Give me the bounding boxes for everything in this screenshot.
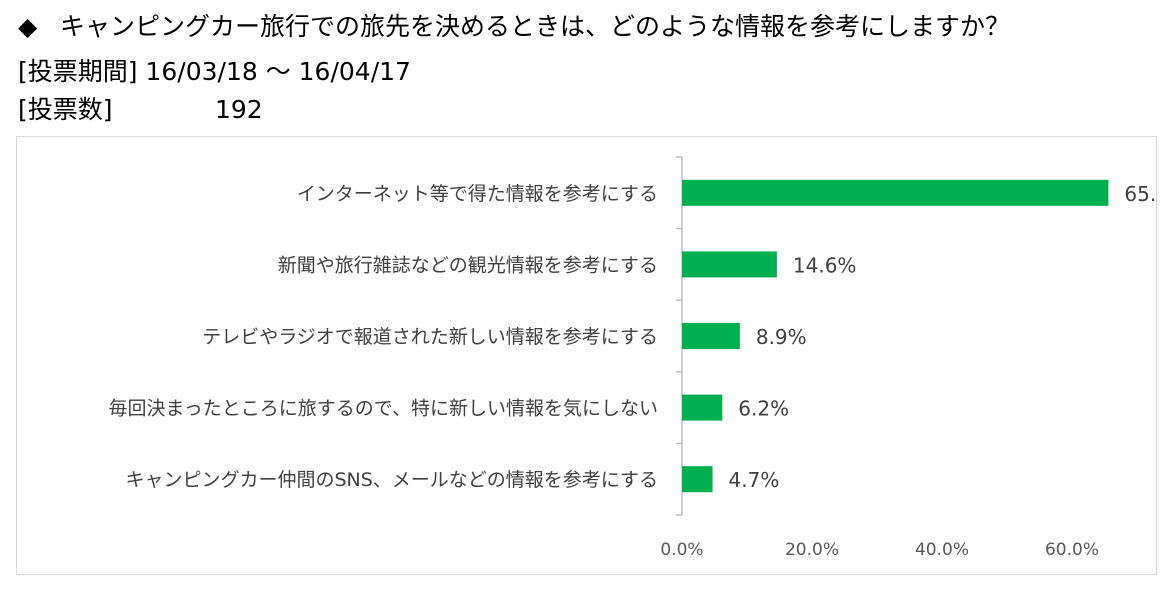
bar — [682, 394, 723, 421]
value-label: 14.6% — [793, 253, 857, 277]
category-label: 毎回決まったところに旅するので、特に新しい情報を気にしない — [109, 398, 658, 420]
question-line: ◆ キャンピングカー旅行での旅先を決めるときは、どのような情報を参考にしますか？ — [18, 12, 1010, 42]
bar — [682, 466, 713, 493]
value-label: 8.9% — [756, 325, 807, 349]
period-value: 16/03/18 ～ 16/04/17 — [145, 57, 411, 86]
chart-frame: インターネット等で得た情報を参考にする 65.6% 新聞や旅行雑誌などの観光情報を参… — [16, 136, 1157, 575]
value-label: 6.2% — [738, 397, 789, 421]
value-label: 65.6% — [1124, 182, 1155, 206]
votes-line: [投票数] 192 — [18, 95, 263, 125]
category-label: キャンピングカー仲間のSNS、メールなどの情報を参考にする — [125, 469, 658, 491]
bar-chart: インターネット等で得た情報を参考にする 65.6% 新聞や旅行雑誌などの観光情報を参… — [109, 156, 1155, 560]
bar — [682, 323, 740, 349]
bar — [682, 179, 1109, 206]
votes-label: [投票数] — [18, 95, 113, 124]
x-tick-label: 40.0% — [915, 540, 969, 560]
x-tick-label: 20.0% — [785, 540, 839, 560]
x-tick-label: 0.0% — [660, 540, 703, 560]
category-label: テレビやラジオで報道された新しい情報を参考にする — [202, 326, 658, 348]
period-line: [投票期間] 16/03/18 ～ 16/04/17 — [18, 57, 411, 87]
x-tick-label: 60.0% — [1045, 540, 1099, 560]
period-label: [投票期間] — [18, 57, 138, 86]
votes-value: 192 — [215, 95, 263, 124]
category-label: 新聞や旅行雑誌などの観光情報を参考にする — [278, 254, 658, 276]
category-label: インターネット等で得た情報を参考にする — [297, 183, 658, 205]
value-label: 4.7% — [729, 468, 780, 492]
bar — [682, 251, 777, 278]
diamond-bullet-icon: ◆ — [18, 12, 38, 41]
question-text: キャンピングカー旅行での旅先を決めるときは、どのような情報を参考にしますか？ — [60, 12, 1011, 41]
